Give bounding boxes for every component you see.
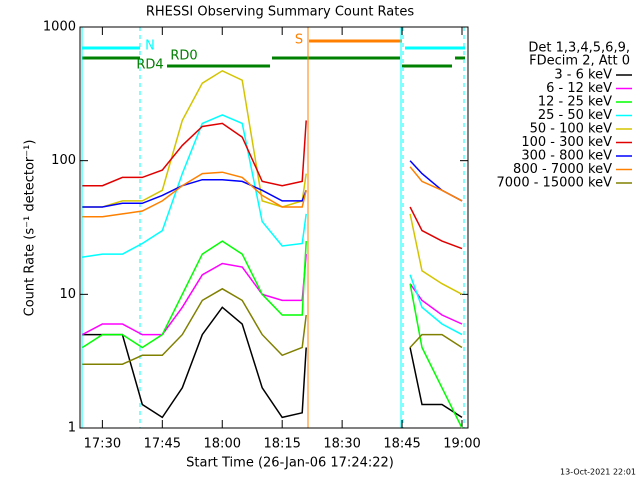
x-tick-label: 18:00	[204, 437, 241, 452]
status-bars	[81, 27, 465, 428]
annotation: RD0	[170, 49, 197, 64]
series-line	[82, 120, 463, 250]
legend-label: 800 - 7000 keV	[513, 162, 612, 177]
legend-label: 3 - 6 keV	[554, 68, 612, 83]
y-axis-label: Count Rate (s⁻¹ detector⁻¹)	[23, 140, 38, 317]
legend-label: 25 - 50 keV	[538, 108, 612, 123]
chart-title: RHESSI Observing Summary Count Rates	[146, 5, 415, 20]
plot-frame	[79, 26, 469, 429]
series-line	[82, 287, 463, 365]
y-tick-label: 100	[51, 153, 76, 168]
y-tick-label: 1	[68, 421, 76, 436]
legend-label: 300 - 800 keV	[521, 149, 612, 164]
x-tick-label: 18:45	[383, 437, 420, 452]
legend-label: 12 - 25 keV	[538, 95, 612, 110]
y-tick-label: 10	[59, 287, 76, 302]
legend-label: 6 - 12 keV	[546, 81, 612, 96]
annotation: S	[295, 33, 303, 48]
annotation: N	[145, 39, 155, 54]
x-tick-label: 17:30	[84, 437, 121, 452]
footer: 13-Oct-2021 22:01	[560, 468, 636, 477]
legend-label: 50 - 100 keV	[530, 122, 613, 137]
legend-label: 100 - 300 keV	[521, 135, 612, 150]
legend-label: 7000 - 15000 keV	[497, 176, 613, 191]
legend-title: FDecim 2, Att 0	[529, 54, 630, 69]
x-tick-label: 18:15	[263, 437, 300, 452]
series-line	[81, 240, 463, 429]
series-line	[82, 114, 463, 336]
series-line	[82, 166, 463, 218]
x-tick-label: 17:45	[144, 437, 181, 452]
x-tick-label: 18:30	[323, 437, 360, 452]
annotation: RD4	[136, 58, 163, 73]
y-tick-label: 1000	[43, 20, 76, 35]
x-axis-label: Start Time (26-Jan-06 17:24:22)	[186, 456, 394, 471]
legend-title: Det 1,3,4,5,6,9,	[528, 41, 630, 56]
x-tick-label: 19:00	[443, 437, 480, 452]
